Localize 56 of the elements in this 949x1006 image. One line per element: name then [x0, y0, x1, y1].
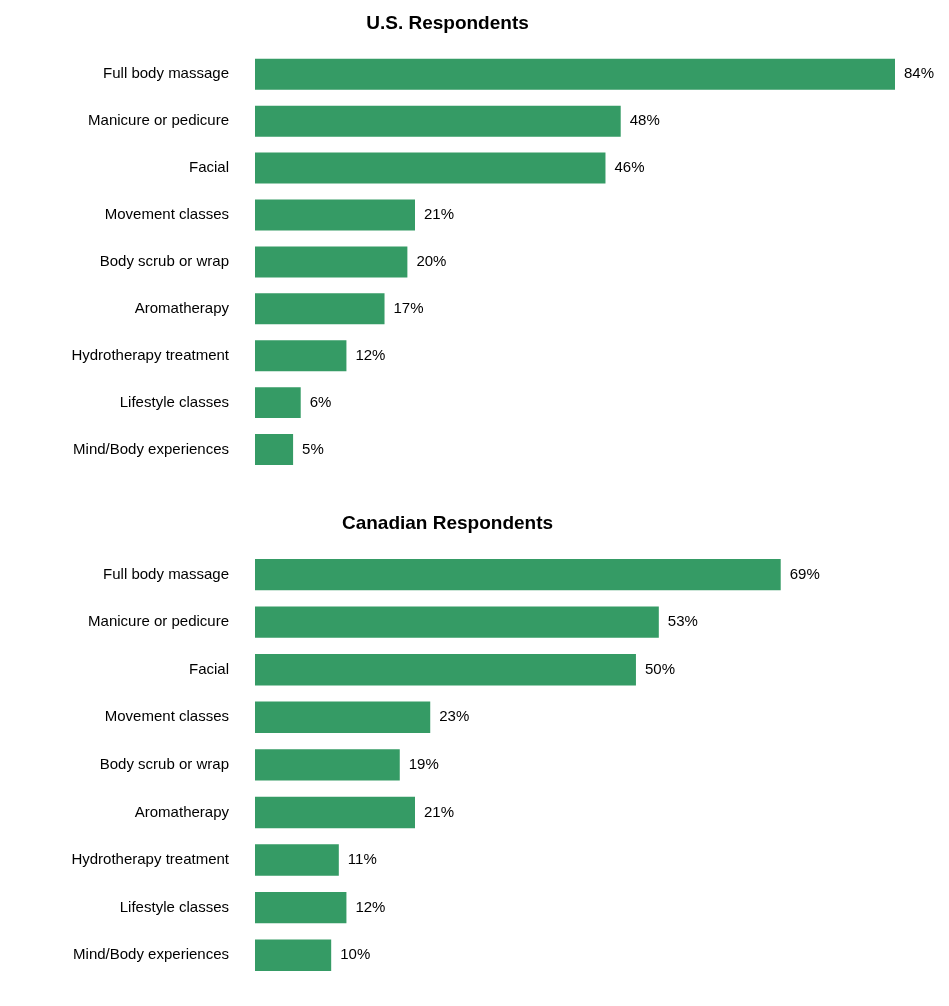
- bar: [255, 293, 385, 325]
- bar: [255, 844, 339, 876]
- data-label: 11%: [347, 850, 377, 868]
- bar: [255, 152, 606, 184]
- y-tick-label: Aromatherapy: [134, 802, 230, 820]
- y-tick-label: Movement classes: [104, 707, 229, 725]
- bar: [255, 701, 431, 734]
- y-tick-label: Mind/Body experiences: [73, 945, 229, 963]
- bar: [255, 939, 332, 971]
- data-label: 46%: [614, 158, 645, 176]
- data-label: 48%: [629, 111, 660, 129]
- y-tick-label: Aromatherapy: [134, 298, 230, 316]
- data-label: 20%: [416, 252, 447, 270]
- data-label: 12%: [355, 897, 386, 915]
- data-label: 21%: [424, 802, 455, 820]
- bar: [255, 749, 400, 781]
- chart-title: Canadian Respondents: [341, 511, 554, 533]
- data-label: 21%: [424, 205, 455, 223]
- bar: [255, 105, 621, 137]
- bar: [255, 199, 415, 231]
- y-tick-label: Hydrotherapy treatment: [71, 850, 230, 868]
- y-tick-label: Facial: [188, 659, 229, 677]
- data-label: 19%: [408, 755, 439, 773]
- bar: [255, 654, 636, 686]
- y-tick-label: Manicure or pedicure: [88, 111, 229, 129]
- bar: [255, 246, 408, 278]
- bar: [255, 434, 294, 466]
- chart-title: U.S. Respondents: [366, 11, 529, 33]
- bar: [255, 558, 781, 591]
- data-label: 84%: [904, 64, 935, 82]
- data-label: 69%: [789, 564, 820, 582]
- bar: [255, 340, 347, 372]
- y-tick-label: Facial: [188, 158, 229, 176]
- y-tick-label: Body scrub or wrap: [99, 755, 229, 773]
- y-tick-label: Full body massage: [103, 564, 229, 582]
- data-label: 6%: [309, 392, 332, 410]
- y-tick-label: Movement classes: [104, 205, 229, 223]
- y-tick-label: Lifestyle classes: [119, 897, 229, 915]
- y-tick-label: Body scrub or wrap: [99, 252, 229, 270]
- data-label: 23%: [439, 707, 470, 725]
- bar: [255, 606, 659, 638]
- bar: [255, 796, 415, 829]
- y-tick-label: Lifestyle classes: [119, 392, 229, 410]
- bar: [255, 58, 895, 90]
- data-label: 12%: [355, 345, 386, 363]
- data-label: 50%: [644, 659, 675, 677]
- y-tick-label: Full body massage: [103, 64, 229, 82]
- y-tick-label: Hydrotherapy treatment: [71, 345, 230, 363]
- y-tick-label: Mind/Body experiences: [73, 439, 229, 457]
- bar: [255, 387, 301, 419]
- y-tick-label: Manicure or pedicure: [88, 612, 229, 630]
- data-label: 17%: [393, 298, 424, 316]
- bar: [255, 891, 347, 924]
- data-label: 53%: [667, 612, 698, 630]
- data-label: 5%: [302, 439, 324, 457]
- data-label: 10%: [340, 945, 371, 963]
